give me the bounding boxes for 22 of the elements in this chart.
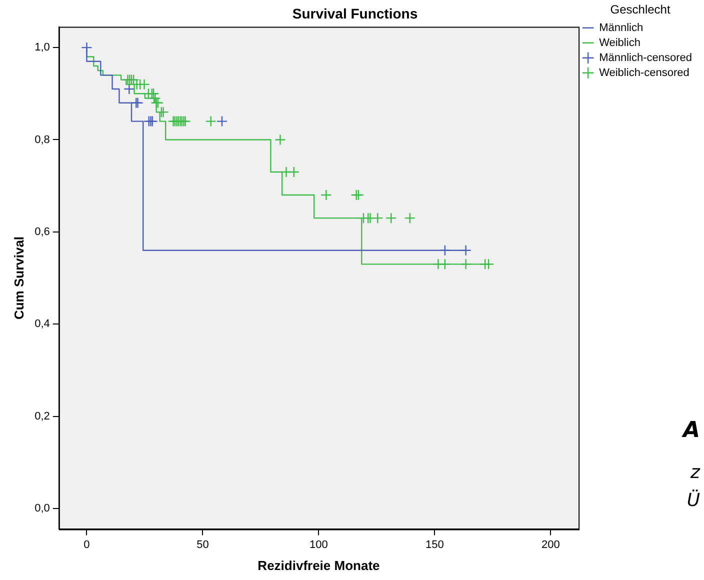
x-tick-label: 200 [542, 538, 560, 551]
x-tick-label: 150 [426, 538, 444, 551]
legend-label: Männlich [599, 22, 644, 34]
y-tick-label: 0,6 [34, 226, 50, 238]
text: A [682, 418, 700, 443]
legend-label: Weiblich [599, 36, 640, 49]
y-tick-label: 0,2 [34, 410, 50, 422]
legend-title: Geschlecht [610, 2, 671, 16]
x-tick-label: 0 [84, 538, 90, 551]
legend-label: Männlich-censored [599, 52, 692, 64]
chart-title: Survival Functions [292, 5, 418, 22]
y-tick-label: 0,8 [34, 134, 50, 146]
x-tick-label: 100 [310, 538, 328, 551]
x-tick-label: 50 [196, 538, 209, 551]
x-axis-title: Rezidivfreie Monate [258, 558, 380, 573]
legend-label: Weiblich-censored [599, 66, 690, 79]
text: Ü [686, 490, 700, 511]
text: z [690, 462, 700, 483]
y-tick-label: 1,0 [34, 42, 50, 54]
y-tick-label: 0,4 [34, 318, 50, 330]
y-axis-title: Cum Survival [11, 236, 26, 320]
y-tick-label: 0,0 [34, 502, 50, 514]
